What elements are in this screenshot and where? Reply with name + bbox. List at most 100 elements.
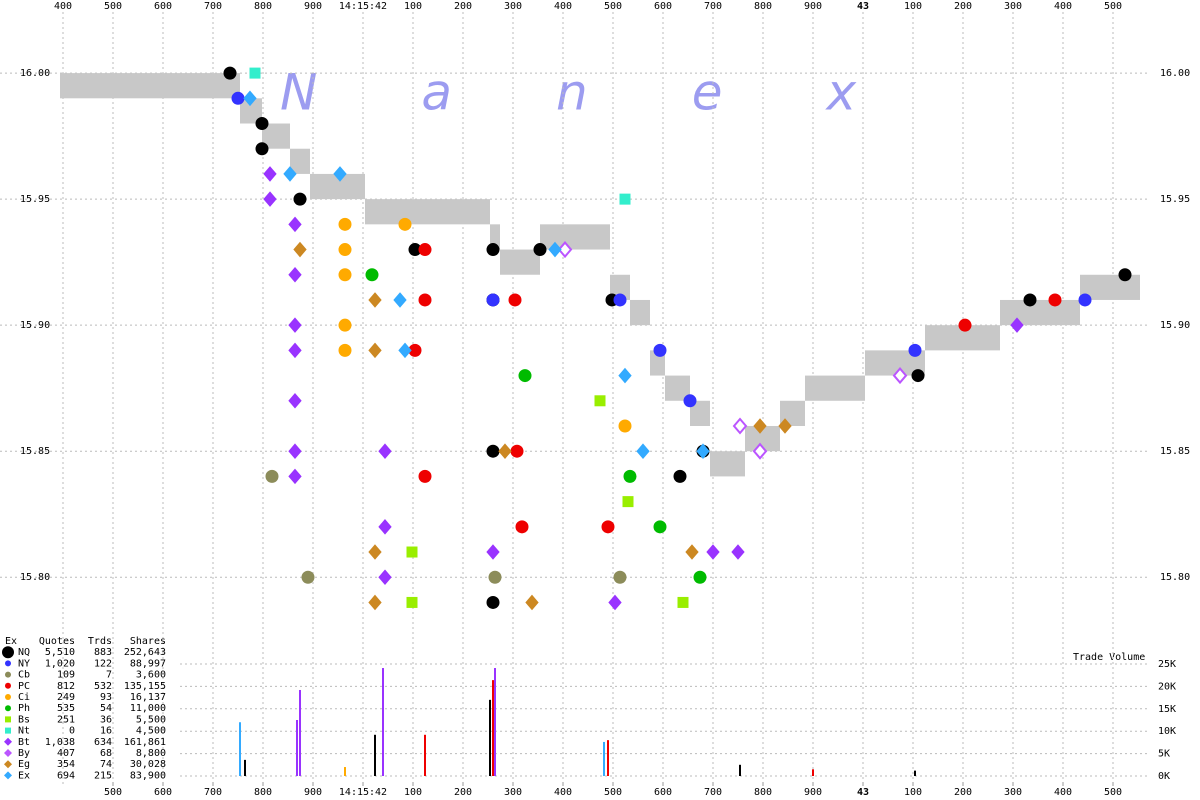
x-tick-label: 14:15:42 xyxy=(339,787,387,798)
quote-point xyxy=(283,166,297,182)
nbbo-spread xyxy=(540,224,610,250)
quote-point xyxy=(1048,293,1062,307)
x-tick-label: 200 xyxy=(454,1,472,12)
quote-point xyxy=(518,369,532,383)
quote-point xyxy=(892,367,908,385)
quote-point xyxy=(486,444,500,458)
volume-bar xyxy=(914,770,916,776)
y-tick-label: 16.00 xyxy=(1160,68,1190,79)
quote-point xyxy=(418,243,432,257)
x-tick-label: 200 xyxy=(454,787,472,798)
table-cell: 215 xyxy=(94,770,112,781)
nbbo-spread xyxy=(60,73,240,99)
quote-point xyxy=(486,243,500,257)
table-cell: 93 xyxy=(100,692,112,703)
x-tick-label: 400 xyxy=(1054,1,1072,12)
volume-bar xyxy=(424,734,426,776)
quote-point xyxy=(368,544,382,560)
x-tick-label: 900 xyxy=(804,787,822,798)
quote-point xyxy=(288,317,302,333)
y-tick-label: 15.85 xyxy=(20,446,50,457)
quote-point xyxy=(1118,268,1132,282)
volume-bar xyxy=(603,741,605,776)
quote-point xyxy=(1078,293,1092,307)
legend-marker xyxy=(5,727,11,734)
x-tick-label: 700 xyxy=(704,787,722,798)
quote-point xyxy=(753,418,767,434)
table-header: Quotes xyxy=(39,636,75,647)
nbbo-spread xyxy=(610,274,630,300)
quote-point xyxy=(288,216,302,233)
legend-marker xyxy=(4,771,12,780)
quote-point xyxy=(293,241,307,258)
nbbo-spread xyxy=(630,299,650,326)
table-header: Shares xyxy=(130,636,166,647)
quote-point xyxy=(406,546,418,558)
quote-point xyxy=(486,293,500,307)
quote-point xyxy=(911,369,925,383)
legend-marker xyxy=(4,749,12,757)
legend-label: Bt xyxy=(18,737,30,748)
table-cell: 109 xyxy=(57,670,75,681)
x-tick-label: 900 xyxy=(804,1,822,12)
table-header: Trds xyxy=(88,636,112,647)
quote-point xyxy=(288,342,302,359)
legend-label: NY xyxy=(18,658,30,669)
x-tick-label: 200 xyxy=(954,787,972,798)
x-tick-label: 300 xyxy=(504,1,522,12)
volume-title: Trade Volume xyxy=(1073,652,1145,663)
volume-bar xyxy=(244,759,246,776)
quote-point xyxy=(263,166,277,182)
volume-bar xyxy=(607,740,609,776)
y-tick-label: 15.90 xyxy=(20,320,50,331)
table-cell: 249 xyxy=(57,692,75,703)
quote-point xyxy=(486,595,500,609)
quote-point xyxy=(398,217,412,231)
table-cell: 634 xyxy=(94,737,112,748)
quote-point xyxy=(623,469,637,483)
table-cell: 16 xyxy=(100,726,112,737)
x-tick-label: 400 xyxy=(554,1,572,12)
x-tick-label: 200 xyxy=(954,1,972,12)
quote-point xyxy=(693,570,707,584)
quote-point xyxy=(508,293,522,307)
legend-marker xyxy=(5,716,11,723)
legend-marker xyxy=(2,646,14,659)
quote-point xyxy=(288,468,302,485)
volume-bar xyxy=(299,689,301,776)
quote-point xyxy=(498,443,512,459)
table-cell: 407 xyxy=(57,748,75,759)
legend-label: PC xyxy=(18,681,30,692)
x-tick-label: 400 xyxy=(54,1,72,12)
y-tick-label: 20K xyxy=(1158,681,1176,692)
x-tick-label: 500 xyxy=(604,787,622,798)
quote-point xyxy=(510,444,524,458)
x-tick-label: 100 xyxy=(404,787,422,798)
quote-point xyxy=(255,117,269,131)
quote-point xyxy=(677,596,689,608)
quote-point xyxy=(619,193,631,205)
legend-marker xyxy=(4,737,12,746)
table-cell: 88,997 xyxy=(130,658,166,669)
x-tick-label: 600 xyxy=(654,787,672,798)
nbbo-spread xyxy=(290,148,310,174)
x-tick-label: 900 xyxy=(304,1,322,12)
table-header: Ex xyxy=(5,636,17,647)
table-cell: 30,028 xyxy=(130,759,166,770)
x-tick-label: 14:15:42 xyxy=(339,1,387,12)
x-tick-label: 700 xyxy=(704,1,722,12)
volume-bar xyxy=(494,668,496,776)
x-tick-label: 700 xyxy=(204,1,222,12)
quote-point xyxy=(683,394,697,408)
legend-label: By xyxy=(18,748,30,759)
x-tick-label: 100 xyxy=(904,1,922,12)
quote-point xyxy=(368,342,382,359)
quote-point xyxy=(338,243,352,257)
x-tick-label: 300 xyxy=(1004,1,1022,12)
x-tick-label: 43 xyxy=(857,1,869,12)
y-tick-label: 16.00 xyxy=(20,68,50,79)
table-cell: 161,861 xyxy=(124,737,166,748)
y-tick-label: 5K xyxy=(1158,749,1170,760)
legend-label: NQ xyxy=(18,647,30,658)
table-cell: 883 xyxy=(94,647,112,658)
